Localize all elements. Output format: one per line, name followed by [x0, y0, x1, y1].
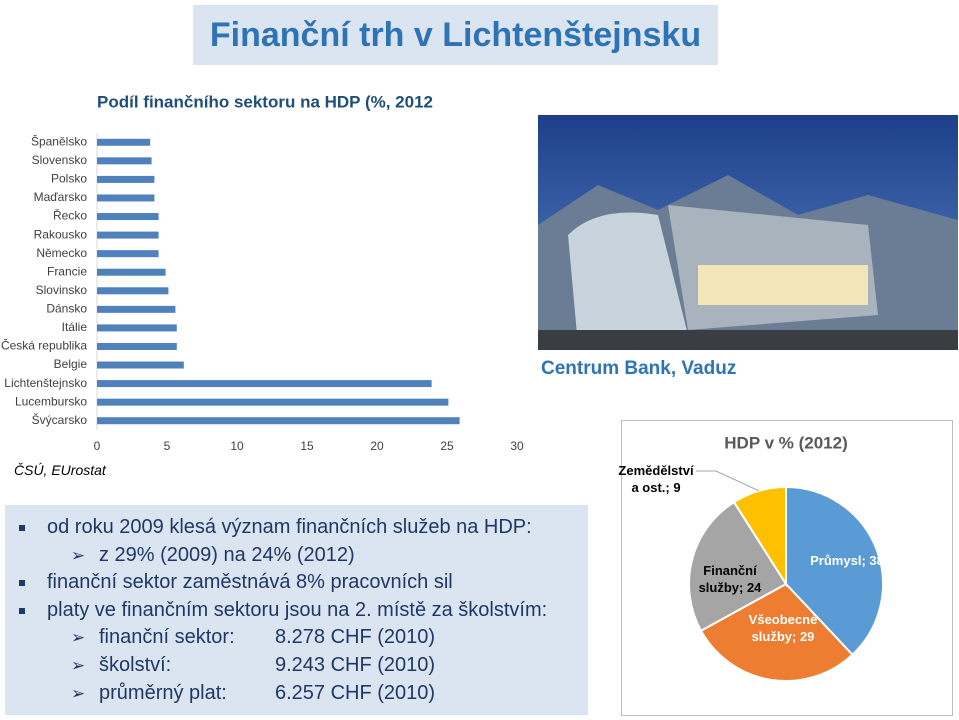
slice-label: Zemědělství a ost.; 9: [618, 463, 694, 495]
bar: [97, 213, 159, 221]
salary-label: finanční sektor:: [99, 626, 235, 649]
pie-chart: HDP v % (2012): [688, 433, 884, 682]
y-tick-label: Lichtenštejnsko: [4, 376, 87, 390]
leader-line: [696, 470, 760, 492]
y-tick-label: Německo: [36, 246, 87, 260]
y-tick-label: Belgie: [54, 357, 88, 371]
y-tick-label: Dánsko: [46, 302, 87, 316]
pie-panel: HDP v % (2012) Průmysl; 38 Všeobecné služ…: [618, 420, 953, 716]
slice-label: Průmysl; 38: [810, 553, 884, 568]
bullet-list: od roku 2009 klesá význam finančních slu…: [5, 505, 588, 715]
slice-label: Všeobecné služby; 29: [748, 612, 818, 644]
bar: [97, 398, 449, 406]
x-tick-label: 30: [510, 439, 524, 453]
bar: [97, 342, 177, 350]
x-tick-label: 0: [94, 439, 101, 453]
bar: [97, 305, 176, 313]
sub-bullet: z 29% (2009) na 24% (2012): [5, 542, 588, 570]
bullet: od roku 2009 klesá význam finančních slu…: [5, 514, 588, 542]
chart-title: HDP v % (2012): [724, 433, 847, 452]
y-tick-label: Lucembursko: [15, 394, 87, 408]
bar: [97, 417, 460, 425]
x-tick-label: 25: [440, 439, 454, 453]
salary-label: školství:: [99, 653, 172, 676]
chart-title: Podíl finančního sektoru na HDP (%, 2012: [97, 92, 433, 111]
bar: [97, 324, 177, 332]
bullet: finanční sektor zaměstnává 8% pracovních…: [5, 569, 588, 597]
y-tick-label: Rakousko: [34, 227, 88, 241]
x-tick-label: 5: [164, 439, 171, 453]
salary-value: 8.278 CHF (2010): [275, 626, 436, 649]
salary-value: 9.243 CHF (2010): [275, 653, 436, 676]
sub-bullet: průměrný plat: 6.257 CHF (2010): [5, 680, 588, 708]
y-tick-label: Francie: [47, 264, 87, 278]
sub-bullet: školství: 9.243 CHF (2010): [5, 652, 588, 680]
pie-slice: [699, 582, 854, 682]
x-tick-label: 10: [230, 439, 244, 453]
x-tick-label: 20: [370, 439, 384, 453]
bullet: platy ve finančním sektoru jsou na 2. mí…: [5, 597, 588, 625]
y-tick-label: Maďarsko: [34, 190, 88, 204]
sub-bullet: finanční sektor: 8.278 CHF (2010): [5, 624, 588, 652]
slide-title: Finanční trh v Lichtenštejnsku: [193, 5, 718, 65]
y-tick-label: Španělsko: [31, 133, 87, 148]
slice-label: Finanční služby; 24: [698, 563, 762, 595]
pie-slice: [688, 500, 788, 633]
y-tick-label: Polsko: [51, 172, 87, 186]
y-tick-label: Česká republika: [1, 338, 87, 353]
bar: [97, 361, 184, 369]
y-tick-label: Slovinsko: [36, 283, 88, 297]
pie-slice: [785, 485, 884, 657]
bar: [97, 380, 432, 388]
photo: [538, 115, 958, 350]
x-tick-label: 15: [300, 439, 314, 453]
bar: [97, 175, 155, 183]
bar-chart: Podíl finančního sektoru na HDP (%, 2012…: [1, 92, 524, 453]
bar: [97, 231, 159, 239]
bar: [97, 250, 159, 258]
y-tick-label: Slovensko: [32, 153, 88, 167]
bar: [97, 157, 152, 165]
bar: [97, 268, 166, 276]
source: ČSÚ, EUrostat: [14, 462, 106, 478]
photo-caption: Centrum Bank, Vaduz: [541, 358, 737, 379]
y-tick-label: Švýcarsko: [32, 412, 88, 427]
pie-slice: [732, 485, 787, 588]
bar: [97, 138, 151, 146]
salary-label: průměrný plat:: [99, 681, 227, 704]
salary-value: 6.257 CHF (2010): [275, 681, 436, 704]
y-tick-label: Itálie: [62, 320, 88, 334]
bar: [97, 194, 155, 202]
bar: [97, 287, 169, 295]
y-tick-label: Řecko: [53, 208, 87, 223]
